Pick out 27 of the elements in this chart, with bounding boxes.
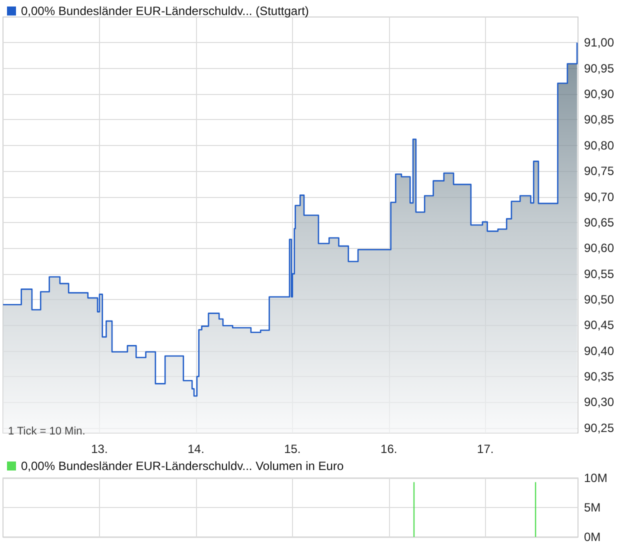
x-tick-label: 16. <box>380 442 398 456</box>
y-tick-label: 90,90 <box>584 87 614 102</box>
y-tick-label: 90,70 <box>584 190 614 204</box>
y-tick-label: 91,00 <box>584 36 614 50</box>
y-tick-label: 90,55 <box>584 266 614 281</box>
x-tick-label: 17. <box>477 442 494 456</box>
y-tick-label: 90,65 <box>584 215 614 230</box>
x-tick-label: 14. <box>188 442 204 456</box>
y-tick-label: 90,80 <box>584 138 614 152</box>
y-tick-label: 90,45 <box>584 318 614 332</box>
annotation: 1 Tick = 10 Min. <box>8 426 86 438</box>
y-tick-label: 90,75 <box>584 164 614 178</box>
y-tick-label: 90,25 <box>584 420 614 435</box>
y-tick-label: 90,60 <box>584 241 614 256</box>
y-tick-label: 90,95 <box>584 61 614 76</box>
x-tick-label: 15. <box>284 442 301 456</box>
legend-label: 0,00% Bundesländer EUR-Länderschuldv... Volumen in Euro <box>21 459 344 473</box>
y-tick-label: 10M <box>584 471 608 485</box>
y-tick-label: 90,50 <box>584 292 614 306</box>
y-tick-label: 90,85 <box>584 112 614 127</box>
y-tick-label: 90,40 <box>584 344 614 358</box>
legend-label: 0,00% Bundesländer EUR-Länderschuldv... (Stuttgart) <box>21 4 309 18</box>
y-tick-label: 5M <box>584 500 601 514</box>
y-tick-label: 90,35 <box>584 370 614 384</box>
y-tick-label: 90,30 <box>584 395 614 410</box>
y-tick-label: 0M <box>584 530 601 544</box>
x-tick-label: 13. <box>91 442 108 456</box>
